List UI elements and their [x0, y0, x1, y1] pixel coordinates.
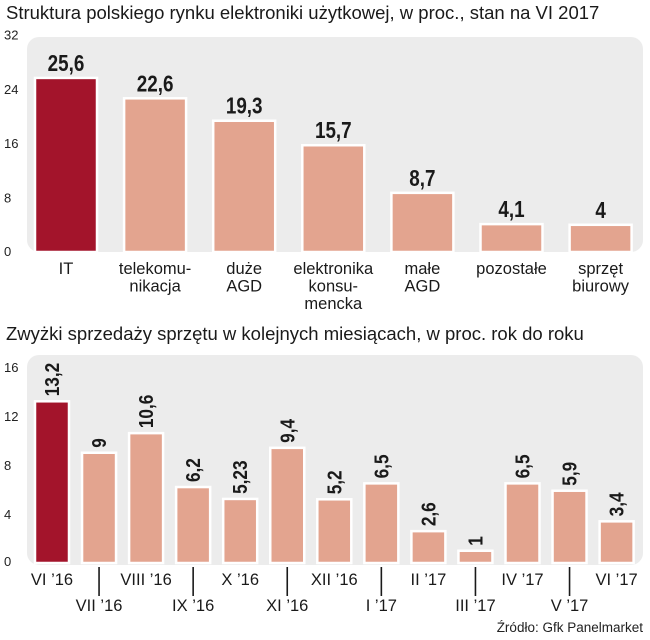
chart1-value-labels: 25,6 22,6 19,3 15,7 8,7 4,1 4 — [48, 51, 606, 223]
chart2-bar — [551, 489, 588, 565]
chart2-category-label: VII ’16 — [76, 597, 123, 615]
chart1-y-tick: 0 — [4, 244, 11, 259]
chart2-bar — [33, 400, 71, 565]
chart2-title: Zwyżki sprzedaży sprzętu w kolejnych mie… — [6, 323, 584, 344]
chart1-y-tick: 32 — [4, 27, 18, 42]
chart2-value-label: 3,4 — [605, 492, 628, 516]
chart2-bar — [316, 498, 353, 565]
chart2-bars — [33, 400, 635, 565]
chart1-category-labels: IT telekomu-nikacja duże AGD elektronika kons… — [59, 260, 630, 313]
chart2-value-label: 9,4 — [276, 418, 299, 442]
chart2-category-label: V ’17 — [551, 597, 589, 615]
chart2-bar — [410, 529, 447, 565]
chart1-bars — [33, 76, 633, 254]
chart2-category-label: VIII ’16 — [120, 571, 171, 589]
chart2-value-labels: 13,2 9 10,6 6,2 5,23 9,4 5,2 6,5 2,6 1 6,5 5,9 3,4 — [41, 363, 628, 546]
chart2-category-label: II ’17 — [411, 571, 447, 589]
chart1-bar — [122, 97, 188, 254]
chart1-bar — [479, 222, 544, 254]
chart2-value-label: 6,5 — [370, 454, 393, 478]
chart1-category-label: IT — [59, 260, 74, 278]
chart1-value-label: 4 — [595, 198, 606, 223]
chart1-value-label: 22,6 — [137, 72, 174, 97]
chart2-category-label: III ’17 — [455, 597, 495, 615]
chart2-y-axis: 0 4 8 12 16 — [4, 360, 18, 569]
chart2-bar — [221, 497, 259, 565]
chart2-bar — [174, 485, 212, 565]
chart2-y-tick: 0 — [4, 554, 11, 569]
chart1-title: Struktura polskiego rynku elektroniki uż… — [6, 2, 599, 23]
chart2-category-label: XII ’16 — [311, 571, 358, 589]
chart1-category-label: pozostałe — [476, 260, 547, 278]
chart2-value-label: 6,5 — [511, 454, 534, 478]
chart1-category-label: elektronika konsu-mencka — [293, 260, 374, 313]
chart2-category-label: VI ’17 — [595, 571, 637, 589]
chart2-value-label: 5,9 — [558, 462, 581, 486]
chart2-category-label: X ’16 — [221, 571, 259, 589]
chart1-bar — [568, 223, 633, 254]
chart2-value-label: 5,2 — [323, 470, 346, 494]
chart2-y-tick: 12 — [4, 409, 18, 424]
chart2-y-tick: 4 — [4, 507, 11, 522]
monthly-sales-growth-chart: Zwyżki sprzedaży sprzętu w kolejnych mie… — [4, 323, 643, 615]
chart2-bar — [80, 451, 118, 565]
chart2-bar — [127, 431, 165, 565]
chart1-y-tick: 16 — [4, 136, 18, 151]
chart2-bar — [598, 520, 635, 565]
chart2-y-tick: 16 — [4, 360, 18, 375]
chart1-bar — [33, 76, 99, 254]
source-note: Źródło: Gfk Panelmarket — [497, 620, 644, 635]
chart1-category-label: sprzęt biurowy — [572, 260, 630, 296]
chart1-category-label: małe AGD — [405, 260, 441, 296]
chart1-category-label: telekomu-nikacja — [119, 260, 191, 296]
chart2-category-label: I ’17 — [366, 597, 397, 615]
market-structure-chart: Struktura polskiego rynku elektroniki uż… — [4, 2, 643, 313]
chart1-bar — [301, 143, 366, 254]
chart1-y-tick: 8 — [4, 191, 11, 206]
chart2-bar — [363, 482, 400, 565]
chart2-y-tick: 8 — [4, 458, 11, 473]
chart2-value-label: 13,2 — [41, 363, 64, 396]
chart2-category-label: IX ’16 — [172, 597, 214, 615]
chart1-value-label: 4,1 — [498, 197, 524, 222]
chart1-bar — [390, 191, 455, 254]
chart2-value-label: 2,6 — [417, 502, 440, 526]
chart1-value-label: 25,6 — [48, 51, 85, 76]
chart2-value-label: 6,2 — [182, 458, 205, 482]
chart2-value-label: 10,6 — [135, 395, 158, 428]
chart2-value-label: 1 — [464, 536, 487, 546]
chart1-value-label: 15,7 — [315, 119, 352, 144]
chart2-bar — [269, 446, 306, 565]
chart2-category-label: XI ’16 — [266, 597, 308, 615]
chart2-category-label: IV ’17 — [501, 571, 543, 589]
chart2-bar — [457, 549, 494, 565]
chart1-y-axis: 0 8 16 24 32 — [4, 27, 18, 259]
chart2-bar — [504, 482, 541, 565]
chart2-category-label: VI ’16 — [31, 571, 73, 589]
chart1-value-label: 8,7 — [409, 166, 435, 191]
chart2-value-label: 5,23 — [229, 460, 252, 493]
chart1-bar — [211, 119, 277, 254]
chart1-category-label: duże AGD — [226, 260, 262, 296]
chart2-value-label: 9 — [88, 438, 111, 448]
chart1-value-label: 19,3 — [226, 94, 263, 119]
chart1-y-tick: 24 — [4, 82, 18, 97]
